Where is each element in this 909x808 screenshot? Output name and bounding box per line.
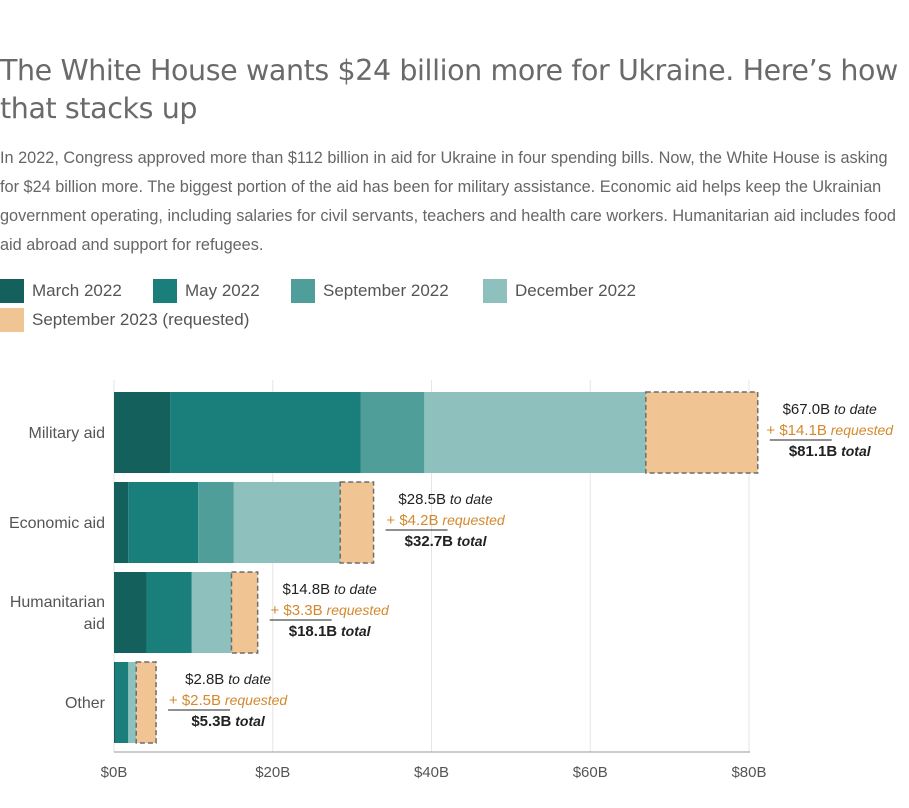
category-label-economic-aid: Economic aid [9, 515, 105, 532]
bar-other-may-2022 [115, 662, 129, 743]
legend-label-march-2022: March 2022 [32, 281, 122, 300]
legend-swatch-may-2022 [153, 279, 177, 303]
legend-label-december-2022: December 2022 [515, 281, 636, 300]
bar-economic-aid-september-2023-requested [339, 481, 375, 564]
bar-military-aid-december-2022 [424, 392, 646, 473]
legend-item-september-2022: September 2022 [291, 279, 449, 303]
bar-humanitarian-aid-march-2022 [114, 572, 147, 653]
category-label-humanitarian-aid: Humanitarian aid [10, 594, 105, 633]
annotation-requested-other: + $2.5B requested [169, 692, 289, 709]
x-tick-label-40b: $40B [414, 764, 449, 781]
legend-swatch-september-2023 [0, 308, 24, 332]
bar-economic-aid-september-2022 [198, 482, 234, 563]
annotation-requested-economic-aid: + $4.2B requested [386, 512, 506, 529]
bar-humanitarian-aid-may-2022 [146, 572, 192, 653]
bar-economic-aid-may-2022 [128, 482, 199, 563]
legend-item-september-2023: September 2023 (requested) [0, 308, 249, 332]
bar-economic-aid-march-2022 [114, 482, 129, 563]
bar-other-march-2022 [114, 662, 116, 743]
bar-military-aid-september-2023-requested [645, 391, 759, 474]
bar-other-september-2023-requested [135, 661, 157, 744]
annotation-to-date-economic-aid: $28.5B to date [398, 491, 492, 508]
bar-military-aid-may-2022 [170, 392, 361, 473]
legend-item-december-2022: December 2022 [483, 279, 636, 303]
annotation-to-date-other: $2.8B to date [185, 671, 271, 688]
legend-swatch-december-2022 [483, 279, 507, 303]
legend-label-may-2022: May 2022 [185, 281, 260, 300]
legend-swatch-march-2022 [0, 279, 24, 303]
x-tick-label-20b: $20B [255, 764, 290, 781]
annotation-to-date-military-aid: $67.0B to date [783, 401, 877, 418]
chart-subtitle: In 2022, Congress approved more than $11… [0, 149, 896, 254]
legend-label-september-2022: September 2022 [323, 281, 449, 300]
legend-swatch-september-2022 [291, 279, 315, 303]
category-label-other: Other [65, 695, 106, 712]
x-tick-label-80b: $80B [731, 764, 766, 781]
annotation-total-military-aid: $81.1B total [789, 443, 872, 460]
legend-label-september-2023: September 2023 (requested) [32, 310, 250, 329]
x-tick-label-0b: $0B [101, 764, 128, 781]
chart-title: The White House wants $24 billion more f… [0, 54, 898, 125]
annotation-requested-military-aid: + $14.1B requested [766, 422, 894, 439]
bar-other-december-2022 [128, 662, 137, 743]
legend-item-may-2022: May 2022 [153, 279, 260, 303]
bar-military-aid-march-2022 [114, 392, 171, 473]
bar-humanitarian-aid-september-2023-requested [230, 571, 259, 654]
annotation-to-date-humanitarian-aid: $14.8B to date [283, 581, 377, 598]
bar-humanitarian-aid-december-2022 [191, 572, 232, 653]
category-label-military-aid: Military aid [29, 425, 105, 442]
legend-item-march-2022: March 2022 [0, 279, 122, 303]
x-tick-label-60b: $60B [573, 764, 608, 781]
annotation-total-economic-aid: $32.7B total [405, 533, 488, 550]
annotation-total-other: $5.3B total [191, 713, 266, 730]
bar-economic-aid-december-2022 [233, 482, 341, 563]
bar-military-aid-september-2022 [360, 392, 425, 473]
annotation-total-humanitarian-aid: $18.1B total [289, 623, 372, 640]
annotation-requested-humanitarian-aid: + $3.3B requested [271, 602, 391, 619]
